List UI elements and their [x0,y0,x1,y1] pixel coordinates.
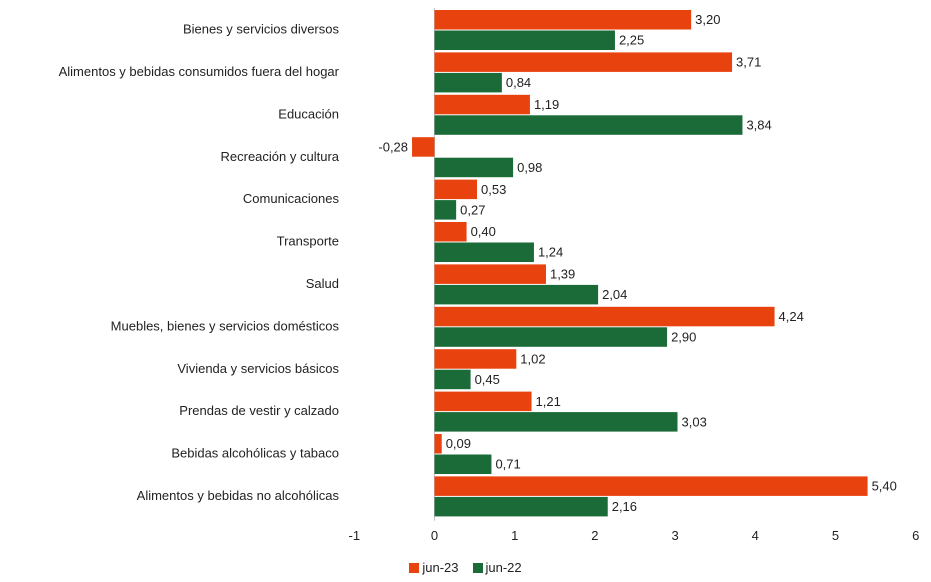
legend-label-jun-23: jun-23 [422,560,459,575]
bar-jun-23 [434,349,517,369]
data-label-jun-22: 2,16 [612,499,637,514]
data-label-jun-22: 0,27 [460,202,485,217]
bar-jun-23 [434,476,868,496]
bar-jun-23 [434,306,775,327]
data-label-jun-23: -0,28 [378,139,408,154]
legend-swatch-jun-23 [409,562,420,573]
data-label-jun-23: 1,39 [550,267,575,282]
bar-jun-22 [434,30,615,50]
bar-jun-22 [434,412,678,432]
data-label-jun-22: 1,24 [538,245,563,260]
category-label: Educación [278,106,339,121]
bar-chart: Bienes y servicios diversos 3,20 2,25 Alime… [59,8,919,543]
bar-jun-23 [434,222,467,242]
data-label-jun-23: 3,71 [736,55,761,70]
category-label: Muebles, bienes y servicios domésticos [111,318,340,333]
data-label-jun-23: 1,21 [536,394,561,409]
data-label-jun-22: 2,90 [671,329,696,344]
legend-item-jun-23: jun-23 [409,560,459,575]
data-label-jun-23: 0,09 [446,436,471,451]
x-tick-label: 4 [752,528,759,543]
bar-jun-23 [434,264,546,284]
data-label-jun-22: 3,84 [746,117,771,132]
bar-jun-23 [434,10,692,30]
bar-jun-22 [434,496,608,517]
category-label: Bebidas alcohólicas y tabaco [171,446,339,461]
category-label: Transporte [277,234,339,249]
chart-legend: jun-23 jun-22 [0,560,931,575]
x-tick-label: 0 [431,528,438,543]
bar-jun-22 [434,327,668,347]
data-label-jun-22: 0,71 [495,457,520,472]
data-label-jun-22: 3,03 [682,414,707,429]
category-label: Comunicaciones [243,191,340,206]
data-label-jun-23: 5,40 [872,479,897,494]
bar-jun-22 [434,284,599,305]
data-label-jun-23: 0,53 [481,182,506,197]
data-label-jun-23: 0,40 [471,224,496,239]
bar-jun-23 [434,179,478,200]
bar-jun-22 [434,72,502,93]
x-tick-label: -1 [349,528,361,543]
legend-swatch-jun-22 [472,562,483,573]
bar-jun-22 [434,454,492,474]
data-label-jun-23: 1,19 [534,97,559,112]
legend-item-jun-22: jun-22 [472,560,522,575]
bar-jun-23 [434,94,530,115]
category-label: Prendas de vestir y calzado [179,403,339,418]
x-tick-label: 5 [832,528,839,543]
category-label: Vivienda y servicios básicos [177,361,339,376]
category-label: Alimentos y bebidas consumidos fuera del… [59,64,340,79]
category-label: Salud [306,276,339,291]
category-label: Recreación y cultura [221,149,340,164]
data-label-jun-23: 4,24 [779,309,804,324]
category-label: Alimentos y bebidas no alcohólicas [137,488,340,503]
x-tick-label: 6 [912,528,919,543]
bar-jun-23 [434,52,733,72]
data-label-jun-22: 0,98 [517,160,542,175]
data-label-jun-22: 0,45 [475,372,500,387]
data-label-jun-22: 2,04 [602,287,627,302]
bar-jun-22 [434,157,514,178]
data-label-jun-23: 3,20 [695,12,720,27]
bar-jun-23 [434,434,442,454]
bar-jun-23 [412,137,435,157]
bar-jun-22 [434,369,471,390]
data-label-jun-22: 0,84 [506,75,531,90]
bar-jun-23 [434,391,532,412]
category-label: Bienes y servicios diversos [183,22,340,37]
x-tick-label: 2 [591,528,598,543]
bar-jun-22 [434,242,534,262]
x-tick-label: 1 [511,528,518,543]
bar-jun-22 [434,200,457,220]
legend-label-jun-22: jun-22 [485,560,522,575]
data-label-jun-22: 2,25 [619,33,644,48]
data-label-jun-23: 1,02 [520,351,545,366]
bar-jun-22 [434,115,743,135]
x-tick-label: 3 [671,528,678,543]
